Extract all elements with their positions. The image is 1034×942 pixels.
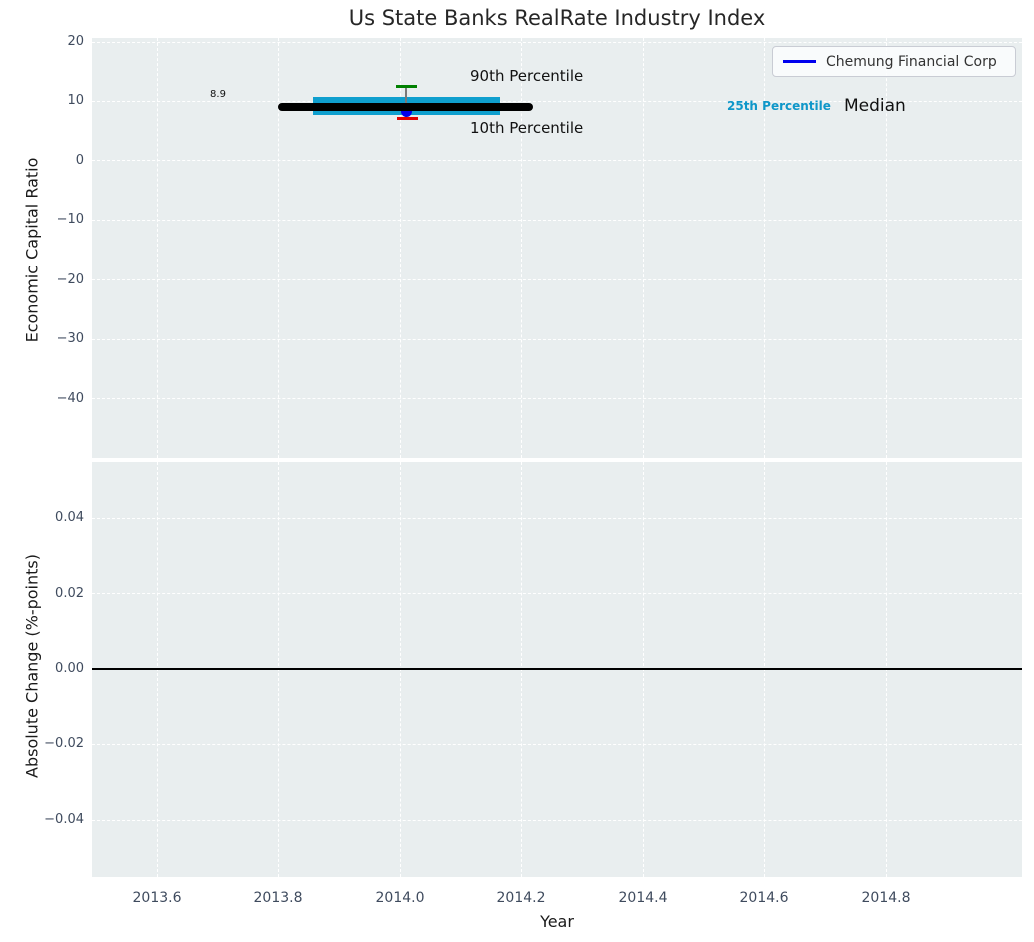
xtick-label: 2014.6 — [739, 890, 789, 906]
gridline — [92, 339, 1022, 340]
ytick-label: −0.04 — [44, 812, 84, 827]
ytick-label: 0.04 — [55, 510, 84, 525]
zero-line — [92, 668, 1022, 670]
gridline — [92, 160, 1022, 161]
ytick-label: 10 — [67, 93, 84, 108]
legend-label: Chemung Financial Corp — [826, 53, 997, 70]
ytick-label: −40 — [56, 391, 84, 406]
top-y-axis-label: Economic Capital Ratio — [22, 157, 42, 343]
bottom-panel — [92, 462, 1022, 877]
gridline — [521, 38, 522, 458]
gridline — [92, 42, 1022, 43]
ytick-label: 0 — [75, 153, 84, 168]
gridline — [764, 38, 765, 458]
xtick-label: 2013.6 — [132, 890, 182, 906]
xtick-label: 2014.8 — [861, 890, 911, 906]
bottom-y-axis-label: Absolute Change (%-points) — [22, 554, 42, 778]
annotation-25th-percentile: 25th Percentile — [727, 99, 831, 113]
gridline — [92, 593, 1022, 594]
ytick-label: −10 — [56, 212, 84, 227]
gridline — [643, 38, 644, 458]
ytick-label: 0.02 — [55, 586, 84, 601]
gridline — [92, 279, 1022, 280]
gridline — [92, 101, 1022, 102]
annotation-median: Median — [844, 96, 906, 116]
legend-line-icon — [783, 60, 816, 63]
gridline — [886, 38, 887, 458]
ytick-label: 20 — [67, 34, 84, 49]
annotation-company-value: 8.9 — [210, 89, 226, 100]
percentile-10-cap — [397, 117, 418, 120]
xtick-label: 2013.8 — [253, 890, 303, 906]
company-marker — [401, 106, 412, 117]
gridline — [92, 398, 1022, 399]
annotation-90th-percentile: 90th Percentile — [470, 67, 584, 85]
annotation-10th-percentile: 10th Percentile — [470, 119, 584, 137]
ytick-label: 0.00 — [55, 661, 84, 676]
gridline — [157, 38, 158, 458]
median-line — [278, 103, 533, 111]
xtick-label: 2014.2 — [496, 890, 546, 906]
gridline — [92, 518, 1022, 519]
xtick-label: 2014.0 — [375, 890, 425, 906]
chart-title: Us State Banks RealRate Industry Index — [348, 6, 766, 30]
gridline — [92, 220, 1022, 221]
x-axis-label: Year — [540, 912, 574, 931]
xtick-label: 2014.4 — [618, 890, 668, 906]
ytick-label: −0.02 — [44, 736, 84, 751]
gridline — [92, 744, 1022, 745]
percentile-90-cap — [396, 85, 417, 88]
top-panel: 8.9 90th Percentile 10th Percentile 25th… — [92, 38, 1022, 458]
gridline — [92, 820, 1022, 821]
gridline — [278, 38, 279, 458]
ytick-label: −20 — [56, 272, 84, 287]
gridline — [400, 38, 401, 458]
legend: Chemung Financial Corp — [772, 46, 1016, 77]
ytick-label: −30 — [56, 331, 84, 346]
